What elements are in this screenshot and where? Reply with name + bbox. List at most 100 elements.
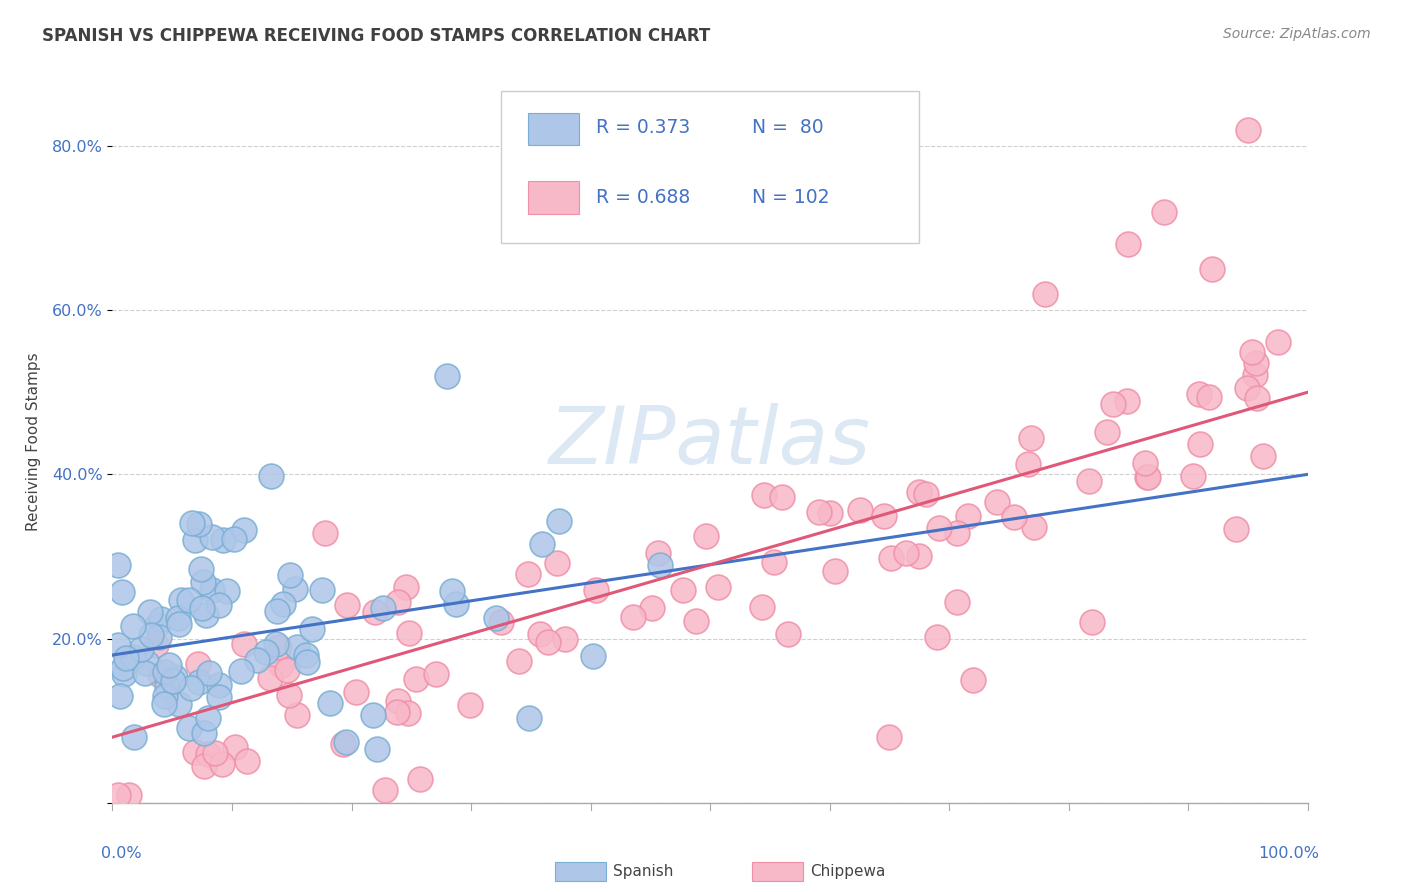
Text: Spanish: Spanish <box>613 864 673 879</box>
Point <box>818 506 841 520</box>
Point <box>398 625 420 640</box>
Point <box>896 546 918 560</box>
Point <box>162 674 184 689</box>
Point <box>204 746 226 760</box>
Text: 0.0%: 0.0% <box>101 847 141 861</box>
Point <box>236 754 259 768</box>
Point <box>184 746 207 760</box>
Point <box>395 581 418 595</box>
Point <box>107 638 129 652</box>
Point <box>824 565 846 579</box>
FancyBboxPatch shape <box>529 112 579 145</box>
Point <box>107 558 129 573</box>
Point <box>1188 386 1211 401</box>
Point <box>489 615 512 629</box>
Point <box>145 638 167 652</box>
Point <box>1021 432 1043 446</box>
Point <box>344 685 367 699</box>
Text: ZIPatlas: ZIPatlas <box>548 402 872 481</box>
Point <box>945 525 967 540</box>
Point <box>621 610 644 624</box>
Point <box>112 666 135 681</box>
Point <box>177 721 200 735</box>
Point <box>276 663 298 677</box>
Point <box>374 783 396 797</box>
Point <box>1267 334 1289 349</box>
Point <box>685 615 707 629</box>
Point <box>1101 396 1123 410</box>
Point <box>986 495 1008 509</box>
Point <box>962 673 984 687</box>
Point <box>363 707 385 722</box>
Point <box>224 532 246 546</box>
Point <box>585 582 607 597</box>
Point <box>946 595 969 609</box>
Point <box>336 599 359 613</box>
Point <box>1225 522 1247 536</box>
Point <box>193 759 215 773</box>
Point <box>155 679 177 693</box>
Point <box>1246 391 1268 405</box>
Point <box>278 567 301 582</box>
Point <box>134 666 156 681</box>
Point <box>529 627 551 641</box>
Point <box>546 556 568 570</box>
Point <box>1017 457 1039 471</box>
Text: R = 0.688: R = 0.688 <box>596 188 690 207</box>
Point <box>458 698 481 712</box>
Point <box>1198 390 1220 404</box>
Point <box>537 635 560 649</box>
Point <box>231 665 253 679</box>
Point <box>436 368 458 383</box>
Point <box>1188 436 1211 450</box>
Point <box>197 747 219 761</box>
Point <box>648 558 671 572</box>
Point <box>647 546 669 560</box>
Point <box>146 618 169 632</box>
Point <box>167 617 190 632</box>
Point <box>148 630 170 644</box>
Point <box>111 585 134 599</box>
Point <box>641 600 664 615</box>
Point <box>751 599 773 614</box>
Point <box>163 670 186 684</box>
Text: SPANISH VS CHIPPEWA RECEIVING FOOD STAMPS CORRELATION CHART: SPANISH VS CHIPPEWA RECEIVING FOOD STAMP… <box>42 27 710 45</box>
Point <box>188 517 211 532</box>
Point <box>441 584 464 599</box>
Point <box>531 537 554 551</box>
Point <box>752 488 775 502</box>
Point <box>224 740 246 755</box>
Point <box>150 612 173 626</box>
Point <box>332 737 354 751</box>
Point <box>1241 345 1264 359</box>
Point <box>184 533 207 547</box>
Point <box>1135 456 1157 470</box>
Point <box>197 710 219 724</box>
Point <box>212 533 235 547</box>
Point <box>194 608 217 623</box>
Point <box>311 582 333 597</box>
Point <box>405 672 427 686</box>
Point <box>254 644 277 658</box>
Point <box>122 650 145 665</box>
Point <box>335 734 357 748</box>
Point <box>187 675 209 690</box>
Point <box>201 530 224 544</box>
Point <box>139 605 162 619</box>
Point <box>880 551 903 566</box>
Point <box>180 681 202 695</box>
Point <box>707 580 730 594</box>
Point <box>259 671 281 685</box>
Y-axis label: Receiving Food Stamps: Receiving Food Stamps <box>25 352 41 531</box>
Text: R = 0.373: R = 0.373 <box>596 118 690 136</box>
Point <box>1244 355 1267 369</box>
Point <box>547 515 569 529</box>
Text: N = 102: N = 102 <box>752 188 830 207</box>
Text: 100.0%: 100.0% <box>1258 847 1320 861</box>
Point <box>928 521 950 535</box>
Point <box>107 788 129 802</box>
Point <box>695 529 717 543</box>
Point <box>1116 393 1139 408</box>
Point <box>190 562 212 576</box>
Point <box>808 505 831 519</box>
